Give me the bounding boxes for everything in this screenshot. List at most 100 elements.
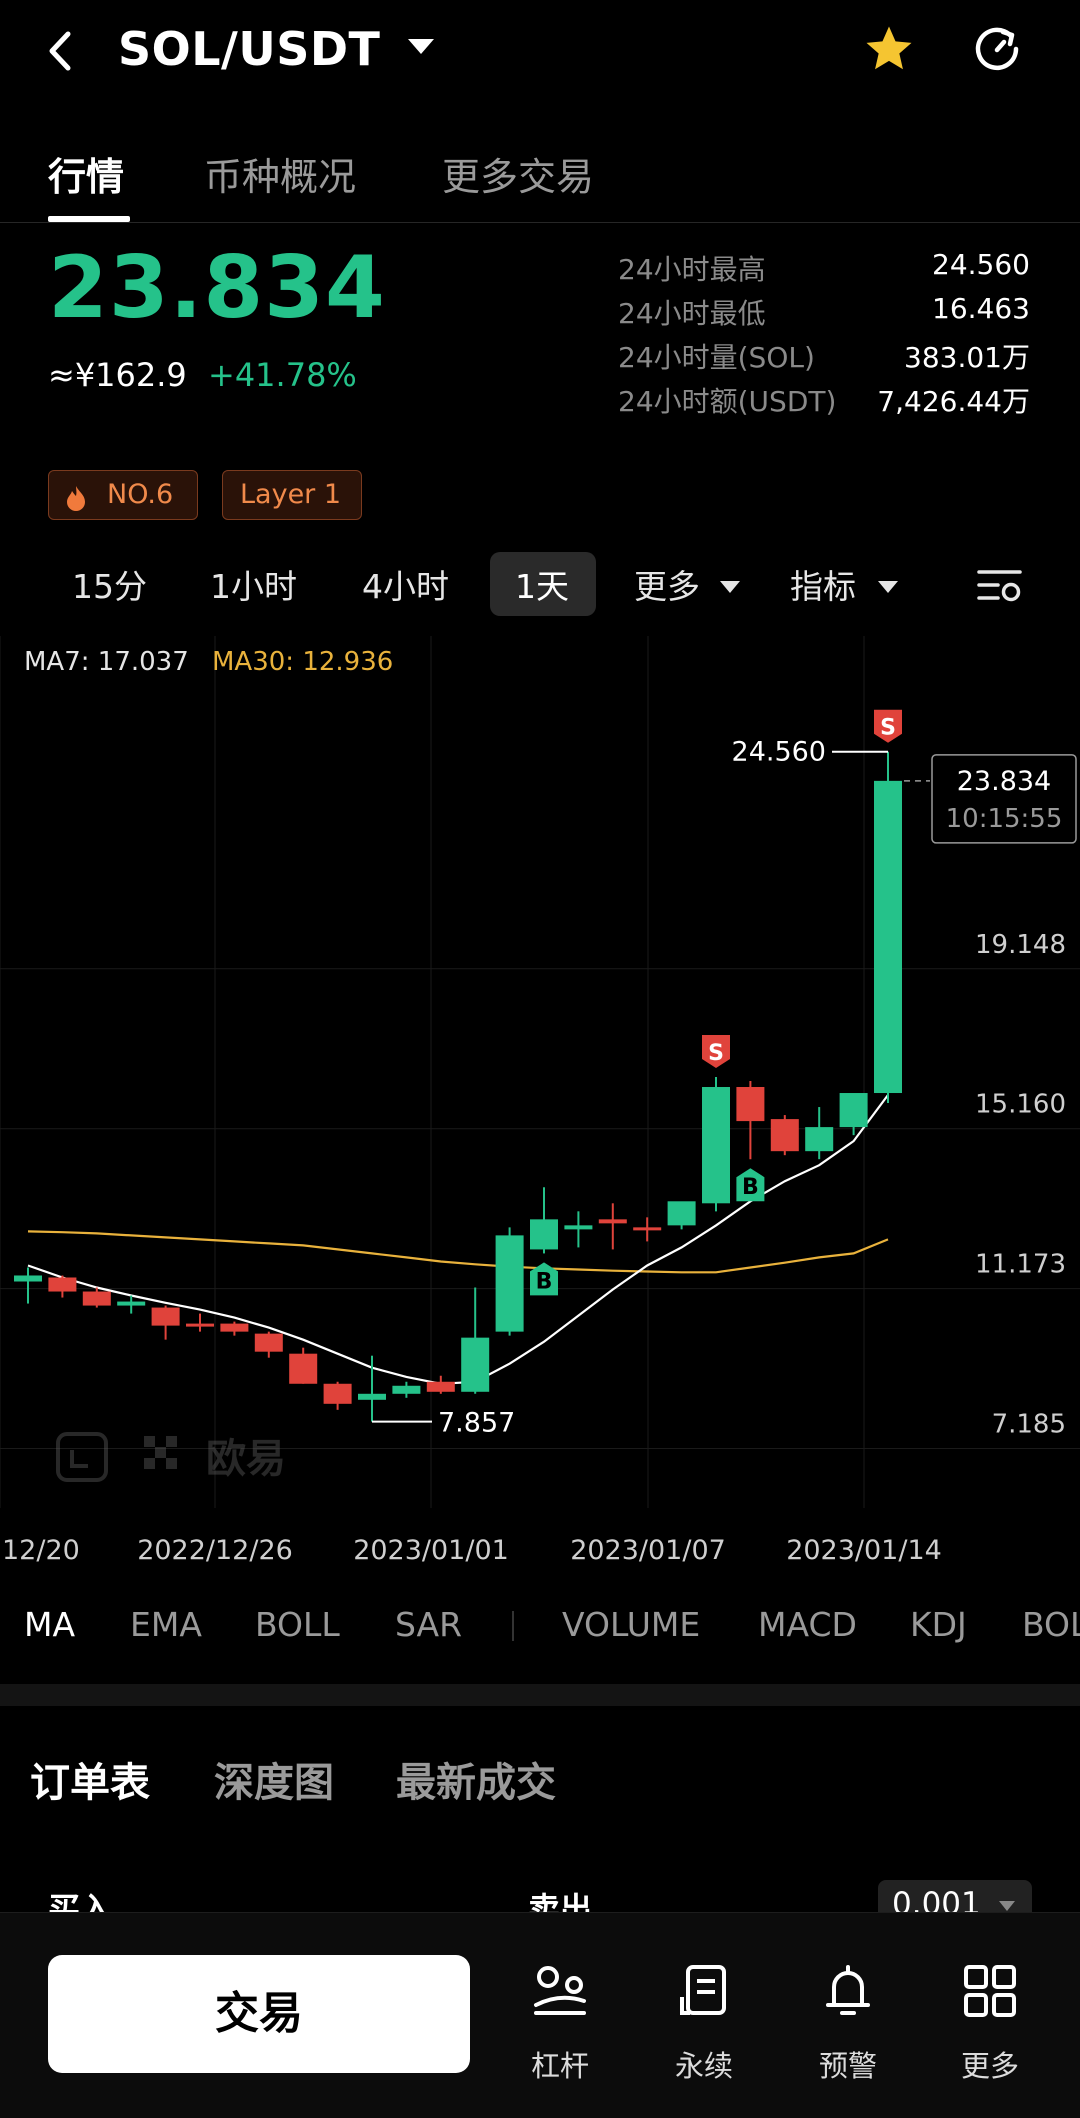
indicator-divider — [512, 1611, 514, 1641]
candle — [48, 1275, 77, 1298]
indicator-sar[interactable]: SAR — [395, 1605, 463, 1644]
timeframe-active-bg — [490, 552, 596, 616]
indicator-boll[interactable]: BOLL — [255, 1605, 340, 1644]
stat-label: 24小时量(SOL) — [618, 341, 815, 374]
price-chart[interactable]: 欧易 S S B B 19.148 15.160 11.173 7.185 12/20 202… — [0, 636, 1080, 1566]
buy-marker: B — [736, 1168, 765, 1202]
candle-body — [702, 1087, 730, 1204]
candles — [14, 751, 902, 1422]
bell-icon — [820, 1963, 876, 2023]
candle — [874, 751, 902, 1104]
candle-body — [461, 1337, 490, 1392]
tab-more-trades[interactable]: 更多交易 — [442, 155, 595, 199]
active-tab-indicator — [48, 216, 130, 222]
tab-coin-overview[interactable]: 币种概况 — [204, 155, 357, 199]
indicator-caret-icon[interactable] — [876, 578, 900, 596]
more-caret-icon[interactable] — [718, 578, 742, 596]
sell-marker-badge — [702, 1034, 730, 1068]
x-tick-label: 2023/01/01 — [353, 1535, 509, 1566]
candle-body — [530, 1219, 558, 1250]
tab-latest-trades[interactable]: 最新成交 — [396, 1760, 556, 1806]
buy-marker: B — [530, 1262, 558, 1296]
rank-badge[interactable]: NO.6 — [48, 470, 198, 520]
ma-legend: MA7: 17.037 MA30: 12.936 — [24, 647, 393, 677]
candle — [805, 1107, 834, 1160]
timeframe-15m[interactable]: 15分 — [72, 567, 147, 606]
candle — [564, 1211, 593, 1248]
timeframe-1h[interactable]: 1小时 — [210, 567, 297, 606]
nav-alert[interactable]: 预警 — [788, 1963, 908, 2083]
nav-margin-label: 杠杆 — [530, 2049, 589, 2083]
indicator-boll-2[interactable]: BOLL — [1022, 1605, 1080, 1644]
stat-value: 24.560 — [932, 248, 1030, 281]
indicator-ma[interactable]: MA — [24, 1605, 76, 1644]
sell-marker-badge — [874, 709, 902, 743]
stat-label: 24小时额(USDT) — [618, 385, 837, 418]
pair-dropdown-caret-icon[interactable] — [406, 36, 436, 58]
high-label: 24.560 — [732, 737, 826, 768]
candle-body — [874, 780, 902, 1094]
low-label: 7.857 — [438, 1408, 515, 1439]
refresh-icon[interactable] — [970, 22, 1024, 76]
watermark-text: 欧易 — [206, 1436, 286, 1482]
horizontal-gridlines — [0, 968, 1080, 1450]
ma7-line — [27, 1094, 889, 1385]
precision-select[interactable]: 0.001 — [878, 1880, 1032, 1914]
chart-settings-icon[interactable] — [976, 566, 1024, 606]
cny-price: ≈¥162.9 — [48, 356, 187, 394]
candle-body — [426, 1381, 455, 1392]
nav-more[interactable]: 更多 — [930, 1963, 1050, 2083]
perpetual-icon — [676, 1963, 732, 2023]
indicator-ema[interactable]: EMA — [130, 1605, 202, 1644]
candle-body — [323, 1383, 352, 1404]
candle — [14, 1267, 42, 1304]
last-price: 23.834 — [48, 238, 386, 338]
candle-body — [667, 1201, 696, 1226]
candlestick-chart[interactable]: 欧易 S S B B 19.148 15.160 11.173 7.185 12/20 202… — [0, 636, 1080, 1566]
timeframe-1d[interactable]: 1天 — [515, 567, 569, 606]
pair-title[interactable]: SOL/USDT — [118, 22, 381, 76]
timeframe-4h[interactable]: 4小时 — [362, 567, 449, 606]
back-icon[interactable] — [40, 26, 80, 76]
ma30-legend: MA30: 12.936 — [212, 647, 393, 677]
candle-body — [358, 1393, 386, 1400]
indicator-volume[interactable]: VOLUME — [562, 1605, 701, 1644]
indicator-tabs: MA EMA BOLL SAR VOLUME MACD KDJ BOLL — [0, 1605, 1080, 1665]
category-badge[interactable]: Layer 1 — [222, 470, 362, 520]
precision-caret-icon — [998, 1898, 1016, 1914]
countdown-label: 10:15:55 — [946, 804, 1063, 834]
candle-body — [186, 1323, 214, 1327]
candle — [358, 1355, 386, 1422]
y-axis-labels: 19.148 15.160 11.173 7.185 — [975, 930, 1066, 1440]
x-tick-label: 2023/01/14 — [786, 1535, 942, 1566]
timeframe-more[interactable]: 更多 — [634, 567, 700, 606]
candle-body — [564, 1225, 593, 1230]
trade-button[interactable]: 交易 — [48, 1955, 470, 2073]
tab-order-book[interactable]: 订单表 — [30, 1760, 150, 1806]
x-axis-labels: 12/20 2022/12/26 2023/01/01 2023/01/07 2023/… — [2, 1535, 942, 1566]
candle — [702, 1076, 730, 1212]
tab-market[interactable]: 行情 — [48, 155, 125, 199]
header: SOL/USDT — [0, 0, 1080, 100]
nav-margin[interactable]: 杠杆 — [500, 1963, 620, 2083]
indicator-macd[interactable]: MACD — [758, 1605, 857, 1644]
indicator-menu[interactable]: 指标 — [790, 567, 856, 606]
candle-body — [805, 1127, 834, 1152]
nav-perpetual[interactable]: 永续 — [644, 1963, 764, 2083]
favorite-star-icon[interactable] — [862, 22, 916, 76]
y-tick-label: 15.160 — [975, 1090, 1066, 1120]
sell-marker-text: S — [880, 716, 896, 741]
indicator-kdj[interactable]: KDJ — [910, 1605, 967, 1644]
high-low-annotations: 24.560 7.857 — [372, 737, 888, 1439]
candle — [151, 1305, 180, 1340]
y-tick-label: 11.173 — [975, 1250, 1066, 1280]
book-tabs: 订单表 深度图 最新成交 — [0, 1750, 1080, 1820]
candle-body — [254, 1333, 283, 1352]
tab-depth-chart[interactable]: 深度图 — [214, 1760, 334, 1806]
current-price-label: 23.834 — [957, 766, 1051, 797]
stat-volume: 24小时量(SOL) 383.01万 — [618, 336, 1030, 380]
candle — [323, 1381, 352, 1410]
ma30-line — [27, 1230, 889, 1274]
candle — [461, 1287, 490, 1394]
buy-column-label: 买入 — [48, 1890, 113, 1914]
